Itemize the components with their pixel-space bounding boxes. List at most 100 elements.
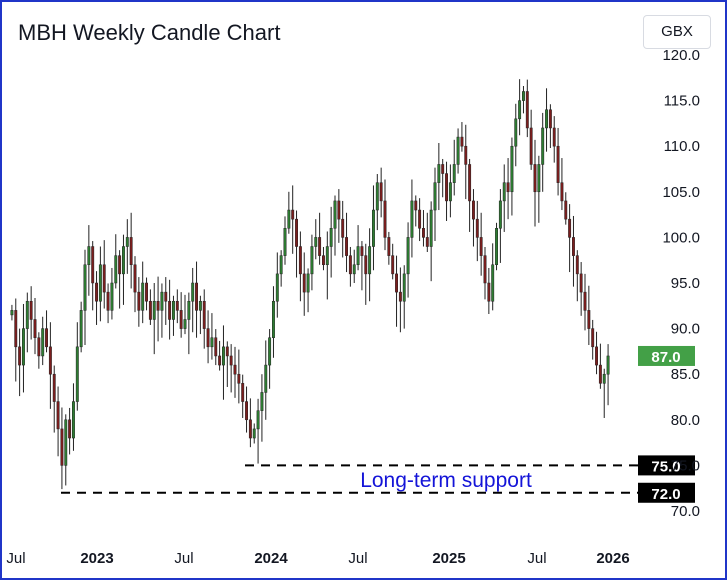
candle — [510, 137, 514, 216]
candle — [175, 289, 179, 324]
candle-body — [479, 237, 483, 256]
candle-body — [375, 182, 379, 211]
candle-body — [579, 273, 583, 293]
candle — [506, 158, 510, 220]
y-tick-label: 115.0 — [664, 93, 700, 110]
candle — [329, 206, 333, 278]
candle — [387, 231, 391, 265]
candle — [352, 249, 356, 283]
candle-body — [195, 282, 198, 311]
candle-body — [329, 228, 333, 247]
candle-body — [164, 291, 168, 302]
candle — [348, 246, 352, 287]
candle-body — [175, 300, 179, 311]
candle-body — [218, 355, 222, 366]
candle — [606, 344, 610, 406]
candle-body — [152, 300, 156, 320]
x-tick-label: 2025 — [432, 550, 465, 567]
candle — [268, 329, 272, 389]
currency-button[interactable]: GBX — [643, 15, 711, 49]
candle-body — [572, 237, 575, 256]
candle — [433, 167, 437, 242]
candle — [375, 174, 379, 231]
candle — [183, 294, 187, 335]
candle — [491, 243, 495, 311]
candle-body — [29, 300, 33, 320]
candle-body — [125, 237, 129, 247]
candle-body — [406, 237, 410, 275]
candle-body — [122, 246, 125, 275]
candle-body — [237, 373, 241, 384]
candle — [360, 241, 364, 291]
candle — [472, 189, 475, 247]
candle-body — [83, 264, 87, 311]
candle-body — [14, 310, 18, 348]
candle — [102, 240, 106, 309]
candle — [45, 310, 48, 353]
candle-body — [168, 300, 172, 320]
candle-body — [602, 373, 606, 384]
candle-body — [556, 145, 560, 183]
candle-body — [95, 282, 98, 302]
candle-body — [348, 255, 352, 275]
candle — [218, 340, 222, 371]
candle — [341, 200, 345, 258]
candle-body — [495, 228, 498, 266]
candle-body — [91, 246, 95, 284]
candle-body — [33, 319, 37, 338]
last-price-tag — [638, 345, 695, 366]
candle-body — [429, 209, 433, 247]
candle-body — [79, 310, 83, 348]
candle-body — [341, 218, 345, 238]
candle — [302, 252, 306, 316]
candle — [337, 189, 341, 243]
candle — [602, 368, 606, 418]
candle-body — [460, 136, 464, 147]
candle — [306, 268, 310, 313]
candle — [156, 276, 160, 342]
candle-body — [445, 173, 448, 202]
support-lines-layer: 75.0 72.0 — [61, 455, 695, 503]
candle-body — [187, 300, 191, 320]
candle-body — [210, 337, 214, 348]
candle-body — [464, 145, 468, 165]
candle — [202, 289, 206, 349]
candle-body — [64, 419, 68, 466]
candle-body — [525, 91, 529, 129]
candle — [445, 161, 448, 221]
candle — [502, 164, 506, 232]
candle-body — [225, 346, 229, 357]
candle-body — [75, 346, 79, 402]
candle-body — [545, 109, 548, 129]
candle-body — [156, 300, 160, 311]
candle-body — [318, 237, 322, 256]
candle-body — [283, 228, 287, 256]
last-price-label-group: 87.0 — [638, 345, 695, 366]
candle — [179, 292, 183, 338]
candle — [56, 386, 60, 457]
candle — [152, 283, 156, 355]
candle — [575, 250, 579, 302]
candle-body — [483, 255, 487, 284]
candle-body — [452, 164, 456, 183]
support-annotation: Long-term support — [360, 469, 532, 492]
candle-body — [252, 428, 256, 439]
candle — [429, 201, 433, 282]
candle-body — [533, 164, 537, 193]
candle — [37, 332, 41, 369]
candle-body — [279, 255, 283, 275]
candle-body — [387, 237, 391, 256]
candle-body — [591, 328, 595, 348]
candle-body — [206, 328, 210, 348]
candle — [191, 267, 195, 333]
candle — [91, 241, 95, 311]
candle — [464, 124, 468, 200]
candle — [29, 286, 33, 340]
candle — [283, 216, 287, 265]
candle-body — [575, 255, 579, 275]
x-tick-label: 2026 — [596, 550, 629, 567]
candle-body — [541, 127, 545, 165]
candle — [356, 225, 360, 271]
candle — [541, 112, 545, 192]
candle — [495, 222, 498, 271]
